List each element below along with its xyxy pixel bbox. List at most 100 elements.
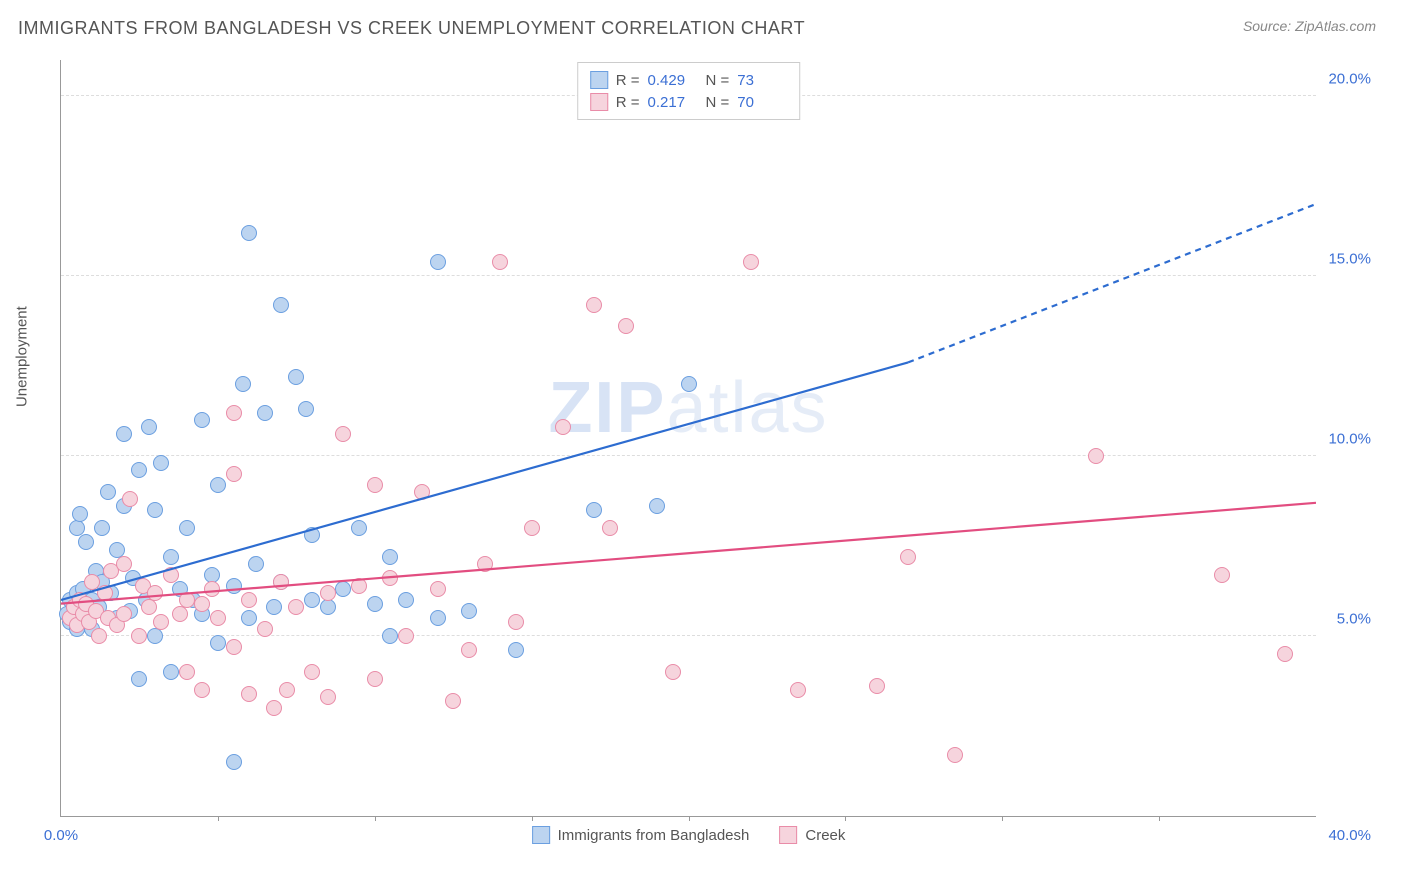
scatter-marker-series-1 [900,549,916,565]
scatter-marker-series-0 [226,578,242,594]
y-tick-label: 20.0% [1328,71,1371,88]
scatter-marker-series-1 [163,567,179,583]
scatter-marker-series-1 [382,570,398,586]
scatter-marker-series-1 [555,419,571,435]
source-attribution: Source: ZipAtlas.com [1243,18,1376,34]
scatter-marker-series-1 [204,581,220,597]
y-gridline [61,635,1316,636]
scatter-marker-series-1 [172,606,188,622]
plot-area: ZIPatlas R = 0.429 N = 73 R = 0.217 N = … [60,60,1316,817]
x-minor-tick [532,816,533,821]
legend-series-item-0: Immigrants from Bangladesh [532,826,750,844]
scatter-marker-series-1 [320,689,336,705]
scatter-marker-series-1 [116,606,132,622]
scatter-marker-series-0 [210,635,226,651]
scatter-marker-series-0 [367,596,383,612]
scatter-marker-series-1 [241,686,257,702]
scatter-marker-series-1 [430,581,446,597]
legend-R-value-1: 0.217 [648,94,698,111]
scatter-marker-series-1 [257,621,273,637]
legend-stats-row-0: R = 0.429 N = 73 [590,69,788,91]
scatter-marker-series-0 [72,506,88,522]
x-tick-right: 40.0% [1328,827,1371,844]
scatter-marker-series-1 [743,254,759,270]
y-gridline [61,275,1316,276]
scatter-marker-series-1 [131,628,147,644]
scatter-marker-series-1 [586,297,602,313]
chart-title: IMMIGRANTS FROM BANGLADESH VS CREEK UNEM… [18,18,805,39]
scatter-marker-series-0 [141,419,157,435]
scatter-marker-series-1 [445,693,461,709]
scatter-marker-series-0 [241,225,257,241]
scatter-marker-series-1 [241,592,257,608]
scatter-marker-series-0 [78,534,94,550]
y-tick-label: 5.0% [1337,611,1371,628]
legend-series-label-0: Immigrants from Bangladesh [558,827,750,844]
scatter-marker-series-0 [248,556,264,572]
scatter-marker-series-1 [279,682,295,698]
scatter-marker-series-0 [235,376,251,392]
scatter-marker-series-0 [304,527,320,543]
scatter-marker-series-1 [179,664,195,680]
scatter-marker-series-0 [649,498,665,514]
x-minor-tick [1002,816,1003,821]
x-minor-tick [218,816,219,821]
scatter-marker-series-1 [665,664,681,680]
scatter-marker-series-0 [304,592,320,608]
scatter-marker-series-0 [382,628,398,644]
scatter-marker-series-1 [320,585,336,601]
scatter-marker-series-0 [681,376,697,392]
scatter-marker-series-1 [194,596,210,612]
scatter-marker-series-1 [91,628,107,644]
scatter-marker-series-1 [226,466,242,482]
x-minor-tick [1159,816,1160,821]
scatter-marker-series-1 [116,556,132,572]
y-axis-label: Unemployment [14,306,31,407]
scatter-marker-series-0 [94,520,110,536]
legend-N-value-0: 73 [737,72,787,89]
scatter-marker-series-0 [398,592,414,608]
legend-series-box: Immigrants from Bangladesh Creek [532,826,846,844]
scatter-marker-series-0 [147,502,163,518]
scatter-marker-series-1 [97,585,113,601]
scatter-marker-series-1 [266,700,282,716]
scatter-marker-series-0 [257,405,273,421]
scatter-marker-series-1 [122,491,138,507]
scatter-marker-series-1 [790,682,806,698]
scatter-marker-series-1 [1088,448,1104,464]
x-minor-tick [845,816,846,821]
scatter-marker-series-1 [477,556,493,572]
scatter-marker-series-1 [367,671,383,687]
scatter-marker-series-1 [508,614,524,630]
scatter-marker-series-0 [461,603,477,619]
chart-container: Unemployment ZIPatlas R = 0.429 N = 73 R… [50,50,1376,847]
scatter-marker-series-0 [163,549,179,565]
y-gridline [61,455,1316,456]
scatter-marker-series-1 [1277,646,1293,662]
x-minor-tick [375,816,376,821]
scatter-marker-series-1 [226,405,242,421]
scatter-marker-series-1 [1214,567,1230,583]
y-tick-label: 15.0% [1328,251,1371,268]
x-minor-tick [689,816,690,821]
scatter-marker-series-1 [602,520,618,536]
scatter-marker-series-1 [304,664,320,680]
legend-stats-row-1: R = 0.217 N = 70 [590,91,788,113]
legend-R-value-0: 0.429 [648,72,698,89]
scatter-marker-series-0 [241,610,257,626]
scatter-marker-series-1 [351,578,367,594]
scatter-marker-series-0 [508,642,524,658]
legend-series-swatch-0 [532,826,550,844]
scatter-marker-series-0 [273,297,289,313]
scatter-marker-series-1 [869,678,885,694]
legend-N-label-1: N = [706,94,730,111]
scatter-marker-series-0 [69,520,85,536]
x-tick-left: 0.0% [44,827,78,844]
legend-stats-box: R = 0.429 N = 73 R = 0.217 N = 70 [577,62,801,120]
legend-series-item-1: Creek [779,826,845,844]
scatter-marker-series-0 [100,484,116,500]
scatter-marker-series-0 [335,581,351,597]
scatter-marker-series-1 [210,610,226,626]
trend-lines-svg [61,60,1316,816]
scatter-marker-series-0 [116,426,132,442]
